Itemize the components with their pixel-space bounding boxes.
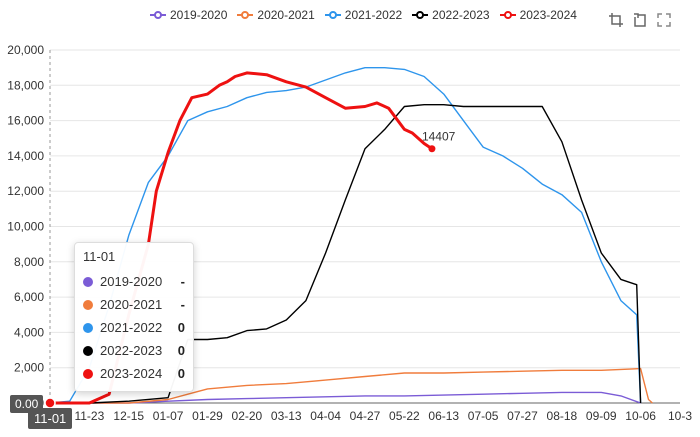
restore-icon[interactable] [632,12,648,28]
pointer-dot [44,397,56,409]
crop-icon[interactable] [608,12,624,28]
series-line-2022-2023 [50,104,642,404]
legend-item-2020-2021[interactable]: 2020-2021 [237,8,315,22]
chart-toolbox [608,12,672,28]
series-dot-icon [83,299,93,310]
x-tick-label: 09-09 [586,409,617,423]
legend-label: 2023-2024 [519,8,577,22]
y-tick-label: 16,000 [7,114,44,128]
tooltip-row: 2019-2020 - [83,270,185,293]
legend-marker-icon [324,11,341,19]
x-tick-label: 02-20 [232,409,263,423]
x-tick-label: 01-07 [153,409,184,423]
tooltip-series-name: 2022-2023 [100,343,163,358]
tooltip-series-value: - [180,297,185,312]
series-dot-icon [83,322,93,333]
x-tick-label: 07-27 [507,409,538,423]
y-tick-label: 14,000 [7,149,44,163]
legend-item-2023-2024[interactable]: 2023-2024 [499,8,577,22]
legend-item-2019-2020[interactable]: 2019-2020 [150,8,227,22]
tooltip-series-name: 2023-2024 [100,366,163,381]
x-tick-label: 10-3 [668,409,692,423]
x-tick-label: 06-13 [428,409,459,423]
x-tick-label: 10-06 [625,409,656,423]
tooltip-row: 2021-2022 0 [83,316,185,339]
legend-marker-icon [150,11,166,19]
legend-marker-icon [237,11,254,19]
x-tick-label: 12-15 [113,409,144,423]
fullscreen-icon[interactable] [656,12,672,28]
tooltip-series-value: 0 [177,366,185,381]
legend-item-2022-2023[interactable]: 2022-2023 [412,8,490,22]
chart-legend: 2019-2020 2020-2021 2021-2022 2022-2023 2023… [150,8,577,22]
x-axis-pointer-label: 11-01 [28,408,73,429]
tooltip-row: 2022-2023 0 [83,339,185,362]
legend-marker-icon [499,11,516,19]
x-tick-label: 05-22 [389,409,420,423]
legend-label: 2021-2022 [344,8,403,22]
series-end-label: 14407 [422,130,456,144]
tooltip-series-name: 2019-2020 [100,274,163,289]
y-tick-label: 12,000 [7,184,44,198]
x-tick-label: 08-18 [547,409,578,423]
series-dot-icon [83,345,93,356]
series-line-2019-2020 [50,391,641,404]
series-dot-icon [83,276,93,287]
series-line-2020-2021 [50,367,653,404]
tooltip-row: 2023-2024 0 [83,362,185,385]
legend-label: 2020-2021 [257,8,315,22]
series-line-2021-2022 [49,67,642,404]
y-tick-label: 4,000 [14,325,44,339]
y-tick-label: 20,000 [7,43,44,57]
x-tick-label: 11-23 [74,409,104,423]
y-tick-label: 6,000 [14,290,44,304]
tooltip-series-name: 2021-2022 [100,320,163,335]
series-end-point [428,145,436,153]
x-tick-label: 03-13 [271,409,302,423]
y-tick-label: 10,000 [7,220,44,234]
x-tick-label: 04-04 [310,409,341,423]
x-tick-label: 07-05 [468,409,499,423]
y-tick-label: 2,000 [14,361,44,375]
y-tick-label: 18,000 [7,78,44,92]
legend-label: 2019-2020 [170,8,228,22]
tooltip-row: 2020-2021 - [83,293,185,316]
tooltip-series-value: 0 [177,320,185,335]
legend-label: 2022-2023 [432,8,490,22]
tooltip-series-name: 2020-2021 [100,297,163,312]
x-tick-label: 01-29 [192,409,223,423]
legend-item-2021-2022[interactable]: 2021-2022 [324,8,403,22]
tooltip: 11-01 2019-2020-2020-2021-2021-2022 0 2022… [74,242,194,392]
x-tick-label: 04-27 [350,409,381,423]
y-tick-label: 8,000 [14,255,44,269]
tooltip-title: 11-01 [83,249,116,264]
tooltip-series-value: - [180,274,185,289]
series-line-2023-2024 [50,71,433,405]
legend-marker-icon [412,11,429,19]
series-dot-icon [83,368,93,379]
tooltip-series-value: 0 [177,343,185,358]
